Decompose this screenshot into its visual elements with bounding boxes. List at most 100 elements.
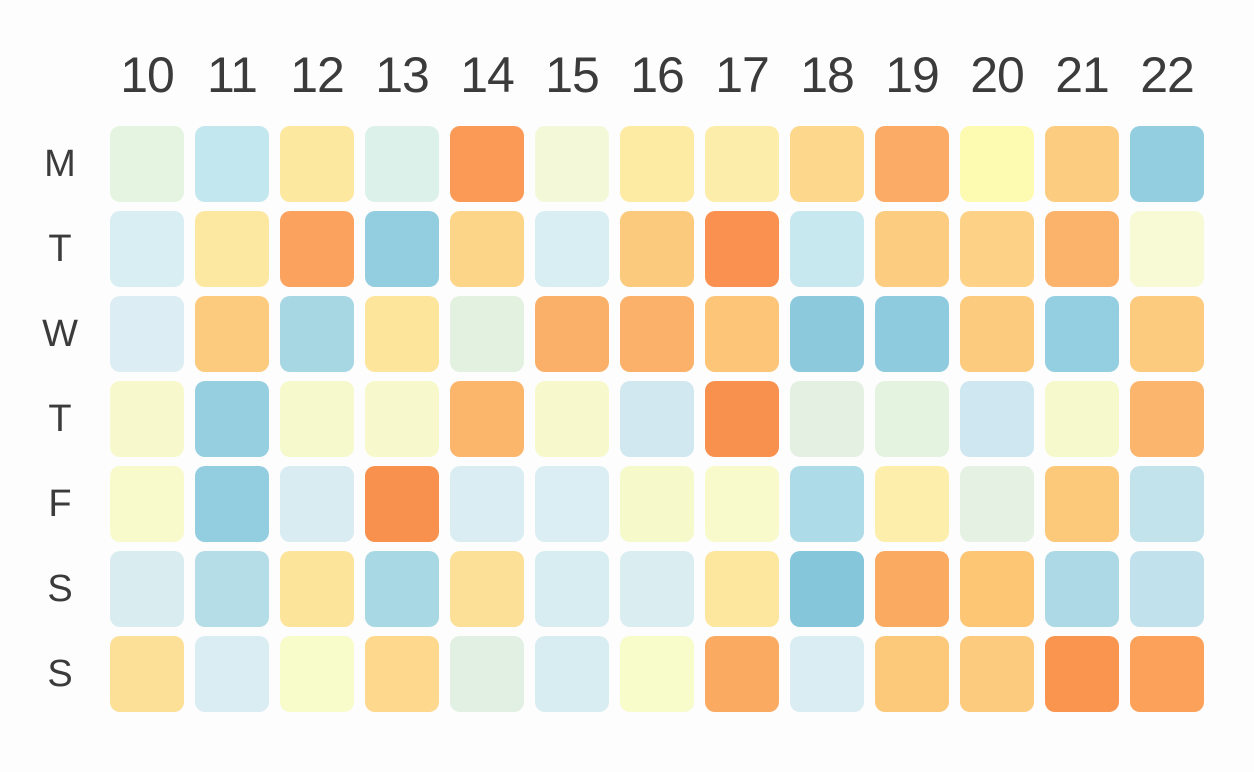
hour-axis: 10 11 12 13 14 15 16 17 18 19 20 21 22	[110, 44, 1254, 106]
heatmap-cell	[110, 126, 184, 202]
heatmap-cell	[960, 551, 1034, 627]
heatmap-cell	[1130, 381, 1204, 457]
heatmap-cell	[365, 211, 439, 287]
heatmap-cell	[620, 381, 694, 457]
day-tick-label: F	[48, 482, 72, 525]
heatmap-cell	[195, 211, 269, 287]
heatmap-cell	[620, 466, 694, 542]
hour-tick-label: 21	[1055, 47, 1110, 103]
heatmap-cell	[875, 296, 949, 372]
day-tick-label: T	[48, 227, 72, 270]
hour-tick-label: 22	[1140, 47, 1195, 103]
heatmap-cell	[1045, 296, 1119, 372]
heatmap-row-cells	[110, 636, 1204, 712]
heatmap-row: F	[10, 466, 1254, 542]
heatmap-cell	[875, 211, 949, 287]
heatmap-cell	[535, 636, 609, 712]
heatmap-cell	[535, 296, 609, 372]
heatmap-cell	[705, 211, 779, 287]
heatmap-cell	[790, 551, 864, 627]
heatmap-row-cells	[110, 211, 1204, 287]
heatmap-cell	[195, 296, 269, 372]
heatmap-cell	[705, 466, 779, 542]
heatmap-cell	[960, 466, 1034, 542]
heatmap-cell	[875, 636, 949, 712]
heatmap-cell	[365, 126, 439, 202]
heatmap-cell	[1045, 466, 1119, 542]
heatmap-cell	[790, 381, 864, 457]
heatmap-cell	[1045, 126, 1119, 202]
day-tick-label: S	[47, 567, 73, 610]
heatmap-cell	[535, 381, 609, 457]
heatmap-cell	[1130, 551, 1204, 627]
heatmap-row-cells	[110, 126, 1204, 202]
heatmap-cell	[705, 381, 779, 457]
heatmap-cell	[535, 551, 609, 627]
hour-tick-label: 12	[290, 47, 345, 103]
heatmap-cell	[705, 296, 779, 372]
heatmap-cell	[1045, 381, 1119, 457]
heatmap-cell	[195, 636, 269, 712]
day-tick-label: S	[47, 652, 73, 695]
heatmap-row: T	[10, 381, 1254, 457]
heatmap-cell	[450, 211, 524, 287]
heatmap-cell	[1130, 296, 1204, 372]
heatmap-row-cells	[110, 551, 1204, 627]
day-tick-label: T	[48, 397, 72, 440]
heatmap-cell	[875, 551, 949, 627]
heatmap-cell	[1130, 126, 1204, 202]
hour-tick-label: 11	[207, 47, 258, 103]
heatmap-cell	[705, 636, 779, 712]
heatmap-cell	[790, 211, 864, 287]
hour-tick-label: 18	[800, 47, 855, 103]
hour-tick-label: 19	[885, 47, 940, 103]
heatmap-row: T	[10, 211, 1254, 287]
heatmap-cell	[450, 466, 524, 542]
heatmap-cell	[535, 126, 609, 202]
heatmap-cell	[790, 296, 864, 372]
heatmap-cell	[450, 126, 524, 202]
heatmap-cell	[790, 126, 864, 202]
heatmap-cell	[875, 381, 949, 457]
heatmap-cell	[960, 211, 1034, 287]
heatmap-cell	[280, 381, 354, 457]
heatmap-cell	[705, 126, 779, 202]
hour-tick-label: 20	[970, 47, 1025, 103]
heatmap-cell	[875, 126, 949, 202]
heatmap-cell	[535, 211, 609, 287]
heatmap-cell	[110, 551, 184, 627]
heatmap-cell	[280, 551, 354, 627]
heatmap-cell	[195, 466, 269, 542]
heatmap-cell	[620, 126, 694, 202]
hour-tick-label: 16	[630, 47, 685, 103]
day-tick-label: M	[44, 142, 76, 185]
heatmap-cell	[280, 126, 354, 202]
heatmap-row: S	[10, 551, 1254, 627]
heatmap-cell	[875, 466, 949, 542]
day-tick-label: W	[42, 312, 78, 355]
heatmap-cell	[280, 636, 354, 712]
heatmap-cell	[1045, 211, 1119, 287]
heatmap-cell	[1045, 551, 1119, 627]
heatmap-cell	[280, 296, 354, 372]
heatmap-cell	[620, 551, 694, 627]
heatmap-cell	[790, 466, 864, 542]
heatmap-cell	[365, 466, 439, 542]
heatmap-cell	[365, 551, 439, 627]
heatmap-cell	[960, 296, 1034, 372]
heatmap-row: M	[10, 126, 1254, 202]
heatmap-cell	[365, 636, 439, 712]
heatmap-cell	[620, 636, 694, 712]
heatmap-cell	[110, 211, 184, 287]
heatmap-cell	[110, 296, 184, 372]
heatmap-cell	[280, 211, 354, 287]
heatmap-cell	[620, 211, 694, 287]
heatmap-cell	[1045, 636, 1119, 712]
heatmap-cell	[110, 636, 184, 712]
heatmap-cell	[450, 381, 524, 457]
heatmap-cell	[790, 636, 864, 712]
heatmap-row-cells	[110, 466, 1204, 542]
heatmap-cell	[450, 636, 524, 712]
